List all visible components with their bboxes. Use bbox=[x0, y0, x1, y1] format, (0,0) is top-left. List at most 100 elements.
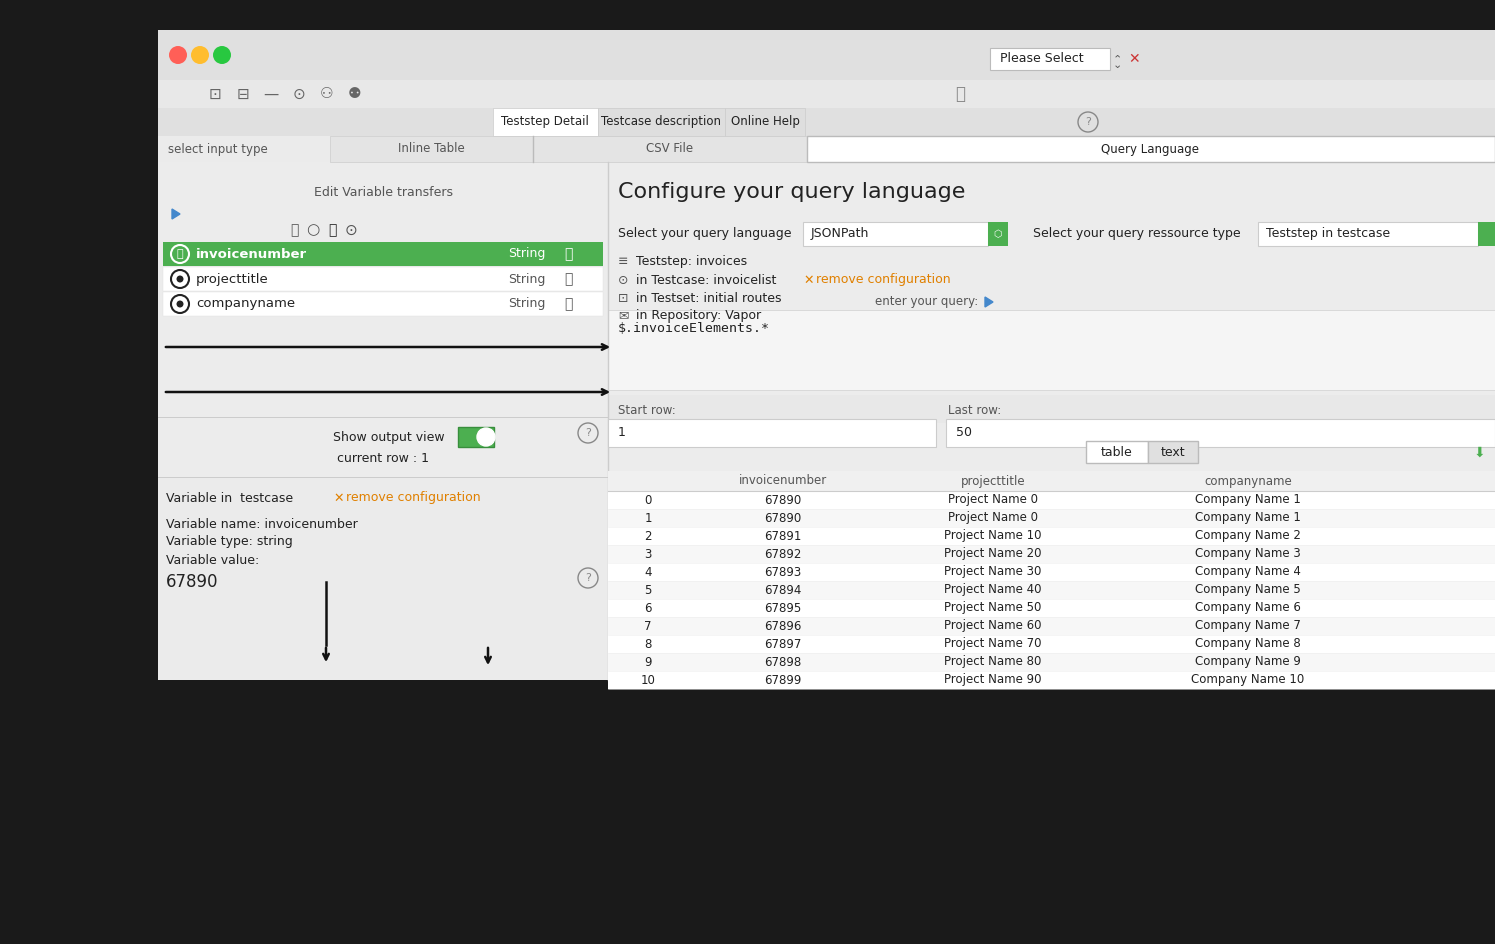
Text: Project Name 50: Project Name 50 bbox=[945, 601, 1042, 615]
Bar bbox=[608, 545, 1495, 563]
Text: 67897: 67897 bbox=[764, 637, 801, 650]
Text: Please Select: Please Select bbox=[1000, 53, 1084, 65]
Bar bbox=[608, 599, 1495, 617]
Text: enter your query:: enter your query: bbox=[875, 295, 978, 309]
Text: companyname: companyname bbox=[196, 297, 295, 311]
Text: ✕: ✕ bbox=[803, 274, 813, 286]
Text: Teststep: invoices: Teststep: invoices bbox=[635, 256, 748, 268]
Bar bbox=[493, 108, 598, 136]
Text: 50: 50 bbox=[955, 427, 972, 440]
Text: Edit Variable transfers: Edit Variable transfers bbox=[314, 186, 453, 198]
Text: remove configuration: remove configuration bbox=[345, 492, 480, 504]
Bar bbox=[608, 527, 1495, 545]
Text: Company Name 2: Company Name 2 bbox=[1195, 530, 1301, 543]
Text: select input type: select input type bbox=[167, 143, 268, 156]
Text: Project Name 30: Project Name 30 bbox=[945, 565, 1042, 579]
Text: Company Name 3: Company Name 3 bbox=[1195, 548, 1301, 561]
Bar bbox=[158, 477, 608, 478]
Text: Select your query ressource type: Select your query ressource type bbox=[1033, 228, 1241, 241]
Polygon shape bbox=[985, 297, 993, 307]
Text: Company Name 10: Company Name 10 bbox=[1192, 673, 1305, 686]
Text: in Repository: Vapor: in Repository: Vapor bbox=[635, 310, 761, 323]
Text: ⏻: ⏻ bbox=[564, 272, 573, 286]
Text: Project Name 40: Project Name 40 bbox=[945, 583, 1042, 597]
Text: Company Name 1: Company Name 1 bbox=[1195, 512, 1301, 525]
Circle shape bbox=[169, 46, 187, 64]
Text: 67890: 67890 bbox=[764, 512, 801, 525]
Bar bbox=[608, 419, 936, 447]
Text: current row : 1: current row : 1 bbox=[336, 452, 429, 465]
Text: Start row:: Start row: bbox=[617, 403, 676, 416]
Text: 67892: 67892 bbox=[764, 548, 801, 561]
Circle shape bbox=[212, 46, 232, 64]
Text: Variable name: invoicenumber: Variable name: invoicenumber bbox=[166, 517, 357, 531]
Bar bbox=[158, 417, 608, 477]
Bar bbox=[598, 108, 725, 136]
Text: Show output view: Show output view bbox=[333, 430, 444, 444]
Text: Project Name 0: Project Name 0 bbox=[948, 494, 1038, 507]
Text: 67899: 67899 bbox=[764, 673, 801, 686]
Text: ⏻: ⏻ bbox=[564, 297, 573, 311]
Text: ✉: ✉ bbox=[617, 310, 628, 323]
Text: 67896: 67896 bbox=[764, 619, 801, 632]
Text: 👁: 👁 bbox=[327, 223, 336, 237]
Bar bbox=[534, 136, 807, 162]
Bar bbox=[946, 419, 1495, 447]
Bar bbox=[1085, 441, 1148, 463]
Text: 9: 9 bbox=[644, 655, 652, 668]
Text: table: table bbox=[1102, 447, 1133, 460]
Text: ?: ? bbox=[585, 573, 591, 583]
Text: 67895: 67895 bbox=[764, 601, 801, 615]
Text: ?: ? bbox=[585, 428, 591, 438]
Text: ⊙: ⊙ bbox=[293, 87, 305, 102]
Text: String: String bbox=[508, 297, 546, 311]
Bar bbox=[608, 653, 1495, 671]
Bar bbox=[608, 563, 1495, 581]
Text: 67891: 67891 bbox=[764, 530, 801, 543]
Text: Project Name 70: Project Name 70 bbox=[945, 637, 1042, 650]
Bar bbox=[330, 136, 534, 162]
Text: Project Name 80: Project Name 80 bbox=[945, 655, 1042, 668]
Text: ⊙: ⊙ bbox=[617, 274, 628, 286]
Text: Testcase description: Testcase description bbox=[601, 115, 721, 128]
Bar bbox=[988, 222, 1008, 246]
Bar bbox=[457, 427, 493, 447]
Text: in Testset: initial routes: in Testset: initial routes bbox=[635, 292, 782, 305]
Text: projecttitle: projecttitle bbox=[961, 475, 1026, 487]
Bar bbox=[608, 162, 1495, 680]
Circle shape bbox=[176, 276, 184, 282]
Text: Project Name 60: Project Name 60 bbox=[945, 619, 1042, 632]
Text: in Testcase: invoicelist: in Testcase: invoicelist bbox=[635, 274, 776, 286]
Text: $.invoiceElements.*: $.invoiceElements.* bbox=[617, 322, 770, 334]
Bar bbox=[608, 310, 1495, 390]
Bar bbox=[725, 108, 804, 136]
Bar bbox=[158, 80, 1495, 108]
Text: ⬡: ⬡ bbox=[994, 229, 1002, 239]
Text: projecttitle: projecttitle bbox=[196, 273, 269, 285]
Text: 67893: 67893 bbox=[764, 565, 801, 579]
Bar bbox=[608, 395, 1495, 423]
Bar bbox=[807, 136, 1495, 162]
Text: 2: 2 bbox=[644, 530, 652, 543]
Text: 67890: 67890 bbox=[166, 573, 218, 591]
Bar bbox=[608, 617, 1495, 635]
Text: ✕: ✕ bbox=[1129, 52, 1139, 66]
Bar bbox=[163, 242, 602, 266]
Text: Company Name 7: Company Name 7 bbox=[1195, 619, 1301, 632]
Bar bbox=[163, 292, 602, 316]
Bar bbox=[608, 509, 1495, 527]
Text: 1: 1 bbox=[617, 427, 626, 440]
Text: Variable in  testcase: Variable in testcase bbox=[166, 492, 293, 504]
Text: ⛑: ⛑ bbox=[955, 85, 964, 103]
Text: Query Language: Query Language bbox=[1100, 143, 1199, 156]
Text: text: text bbox=[1160, 447, 1186, 460]
Text: remove configuration: remove configuration bbox=[816, 274, 951, 286]
Text: Company Name 6: Company Name 6 bbox=[1195, 601, 1301, 615]
Circle shape bbox=[477, 428, 495, 446]
Circle shape bbox=[170, 245, 188, 263]
Bar bbox=[158, 108, 1495, 136]
Text: 7: 7 bbox=[644, 619, 652, 632]
Text: 8: 8 bbox=[644, 637, 652, 650]
Text: Project Name 90: Project Name 90 bbox=[945, 673, 1042, 686]
Text: Select your query language: Select your query language bbox=[617, 228, 791, 241]
